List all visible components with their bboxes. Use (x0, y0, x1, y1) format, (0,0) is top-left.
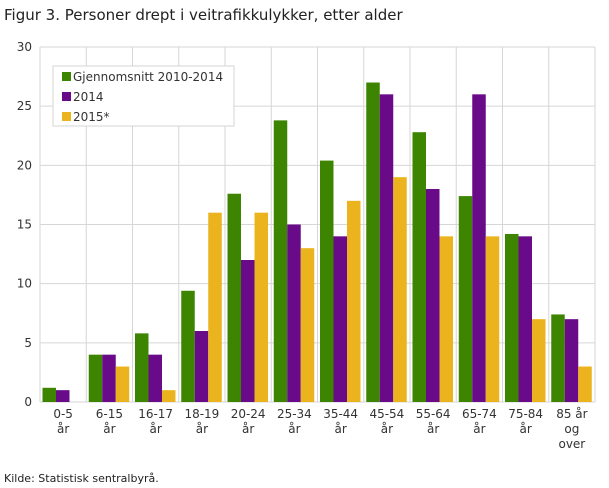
legend-swatch (62, 72, 71, 81)
bar-gjennomsnitt-2010-2014 (227, 193, 241, 402)
x-tick-label: 16-17 (138, 407, 173, 421)
bar-gjennomsnitt-2010-2014 (412, 132, 426, 402)
bar-2014 (564, 319, 579, 402)
x-tick-label: 25-34 (277, 407, 312, 421)
x-tick-label: 0-5 (53, 407, 73, 421)
bar-gjennomsnitt-2010-2014 (458, 196, 473, 402)
y-tick-label: 25 (17, 99, 32, 113)
bar-gjennomsnitt-2010-2014 (366, 82, 380, 402)
bar-2015- (254, 212, 268, 402)
x-tick-label: og (564, 422, 579, 436)
legend-label: 2014 (73, 90, 104, 104)
y-tick-label: 15 (17, 218, 32, 232)
bar-2014 (472, 94, 486, 402)
bar-2014 (194, 331, 209, 402)
x-tick-label: år (381, 422, 393, 436)
x-tick-label: 20-24 (231, 407, 266, 421)
bar-2015- (485, 236, 500, 402)
legend-swatch (62, 112, 71, 121)
bar-gjennomsnitt-2010-2014 (273, 120, 288, 402)
bar-2015- (162, 390, 176, 402)
x-tick-label: år (519, 422, 531, 436)
bar-gjennomsnitt-2010-2014 (88, 354, 103, 402)
legend-swatch (62, 92, 71, 101)
bar-gjennomsnitt-2010-2014 (135, 333, 149, 402)
x-tick-label: 18-19 (184, 407, 219, 421)
legend-label: 2015* (73, 110, 110, 124)
x-tick-label: 35-44 (323, 407, 358, 421)
bar-2015- (393, 177, 407, 402)
x-tick-label: år (242, 422, 254, 436)
bar-2014 (287, 224, 301, 402)
bar-gjennomsnitt-2010-2014 (505, 233, 519, 402)
x-tick-label: 45-54 (369, 407, 404, 421)
bar-2015- (115, 366, 130, 402)
y-tick-label: 5 (24, 336, 32, 350)
bar-2014 (518, 236, 532, 402)
x-tick-label: år (427, 422, 439, 436)
x-tick-label: år (149, 422, 161, 436)
x-tick-label: 65-74 (462, 407, 497, 421)
bar-2015- (532, 319, 546, 402)
bar-2014 (379, 94, 394, 402)
x-tick-label: år (196, 422, 208, 436)
y-tick-label: 10 (17, 277, 32, 291)
y-tick-label: 20 (17, 158, 32, 172)
bar-2014 (102, 354, 116, 402)
bar-2015- (439, 236, 453, 402)
x-tick-label: år (57, 422, 69, 436)
x-tick-label: 75-84 (508, 407, 543, 421)
bar-gjennomsnitt-2010-2014 (42, 387, 56, 402)
x-tick-label: år (103, 422, 115, 436)
x-tick-label: 55-64 (416, 407, 451, 421)
bar-gjennomsnitt-2010-2014 (181, 290, 195, 402)
x-tick-label: år (288, 422, 300, 436)
legend-box (52, 65, 235, 127)
bar-gjennomsnitt-2010-2014 (320, 160, 334, 402)
bar-2015- (208, 212, 222, 402)
bar-2015- (300, 248, 315, 402)
chart-title: Figur 3. Personer drept i veitrafikkulyk… (4, 6, 403, 24)
bar-2014 (426, 189, 440, 402)
x-tick-label: år (334, 422, 346, 436)
bar-gjennomsnitt-2010-2014 (551, 314, 565, 402)
bar-2014 (241, 260, 255, 402)
y-tick-label: 30 (17, 40, 32, 54)
x-tick-label: år (473, 422, 485, 436)
x-tick-label: over (558, 437, 585, 451)
bar-2015- (347, 200, 361, 402)
bar-2014 (333, 236, 347, 402)
x-tick-label: 6-15 (96, 407, 123, 421)
bar-chart: 0510152025300-5år6-15år16-17år18-19år20-… (17, 40, 596, 451)
bar-2015- (578, 366, 592, 402)
bar-2014 (148, 354, 162, 402)
y-tick-label: 0 (24, 395, 32, 409)
legend-label: Gjennomsnitt 2010-2014 (73, 70, 223, 84)
source-note: Kilde: Statistisk sentralbyrå. (4, 472, 159, 485)
bar-2014 (56, 390, 70, 402)
x-tick-label: 85 år (556, 407, 587, 421)
